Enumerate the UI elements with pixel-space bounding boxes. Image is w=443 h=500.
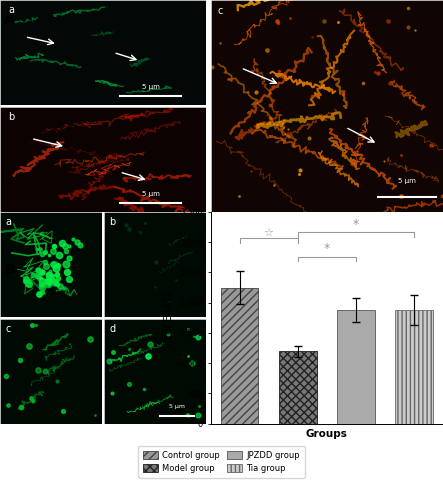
Text: 5 μm: 5 μm [142,84,159,90]
Y-axis label: FI of EAAT1: FI of EAAT1 [163,290,174,345]
Text: c: c [5,324,11,334]
Text: b: b [109,217,116,227]
Text: c: c [218,6,223,16]
Text: A: A [4,12,15,26]
Text: a: a [5,217,11,227]
Text: b: b [8,112,15,122]
Text: d: d [109,324,115,334]
Bar [395,310,433,424]
X-axis label: Groups: Groups [306,430,348,440]
Text: 5 μm: 5 μm [142,191,159,197]
Legend: Control group, Model group, JPZDD group, Tia group: Control group, Model group, JPZDD group,… [138,446,305,478]
Text: B: B [4,262,15,276]
Text: *: * [353,218,359,231]
Text: 5 μm: 5 μm [168,404,185,409]
Bar [337,310,375,424]
Text: *: * [324,242,330,256]
Bar [279,351,317,424]
Text: a: a [8,5,14,15]
Text: ☆: ☆ [264,228,274,237]
Text: 5 μm: 5 μm [398,178,416,184]
Bar [221,288,258,424]
